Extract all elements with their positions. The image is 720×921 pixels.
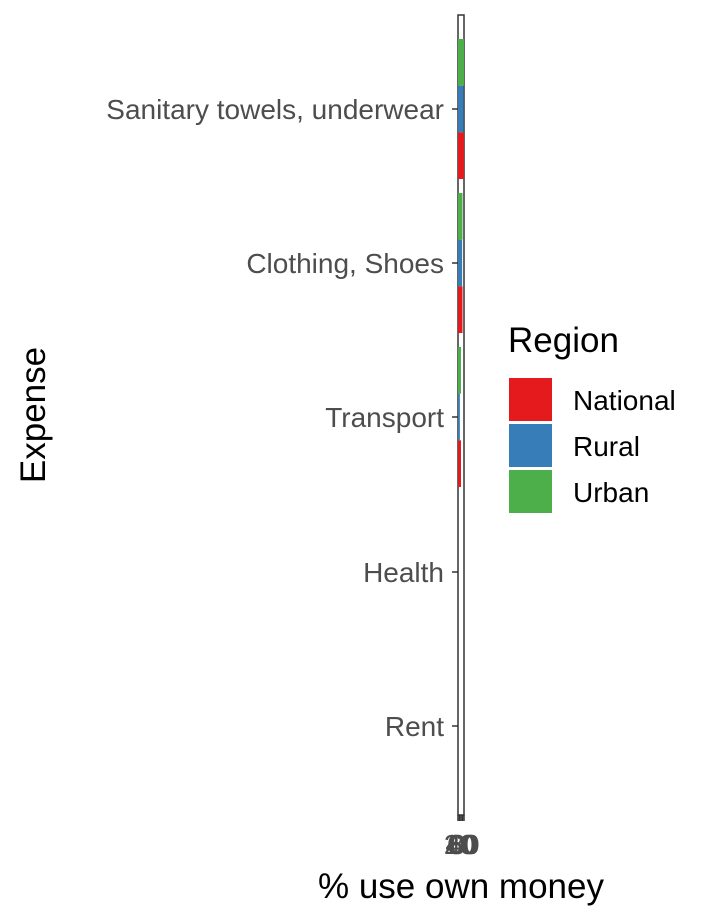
x-axis-title: % use own money: [318, 867, 604, 906]
legend-key-rural: [509, 424, 552, 467]
legend-key-urban: [509, 470, 552, 513]
bar-rural-1: [458, 85, 464, 133]
legend-key-national: [509, 378, 552, 421]
bar-rural-2: [458, 239, 463, 287]
x-tick-label: 60: [447, 829, 478, 860]
x-tick-label: 80: [448, 829, 479, 860]
bar-urban-3: [458, 347, 461, 394]
legend-label-national: National: [573, 385, 676, 416]
x-tick-label: 40: [445, 829, 476, 860]
bars-group: [458, 39, 464, 487]
bar-rural-3: [458, 393, 460, 441]
bar-national-2: [458, 286, 463, 333]
x-tick-label: 20: [444, 829, 475, 860]
legend-label-rural: Rural: [573, 431, 640, 462]
legend-title: Region: [508, 321, 619, 360]
bar-national-3: [458, 440, 461, 487]
bar-urban-2: [458, 193, 463, 240]
y-tick-label: Health: [363, 557, 444, 588]
legend-label-urban: Urban: [573, 477, 649, 508]
y-axis: Sanitary towels, underwear Clothing, Shoe…: [106, 94, 458, 742]
bar-urban-1: [458, 39, 464, 86]
bar-national-1: [458, 132, 464, 179]
x-tick-label: 0: [450, 829, 466, 860]
y-axis-title: Expense: [14, 347, 53, 483]
legend: Region National Rural Urban: [508, 321, 676, 513]
y-tick-label: Sanitary towels, underwear: [106, 94, 444, 125]
y-tick-label: Clothing, Shoes: [246, 248, 444, 279]
y-tick-label: Rent: [385, 711, 444, 742]
y-tick-label: Transport: [325, 402, 444, 433]
